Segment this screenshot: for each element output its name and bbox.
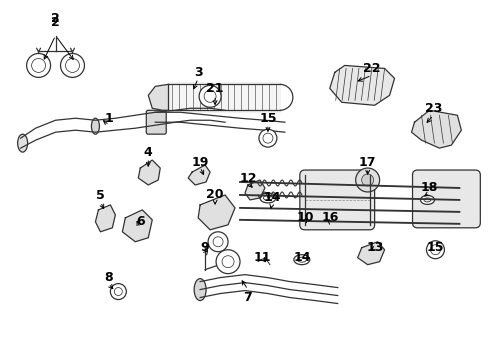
Polygon shape (122, 210, 152, 242)
Text: 4: 4 (143, 145, 152, 159)
Polygon shape (188, 165, 210, 185)
Ellipse shape (420, 195, 433, 204)
FancyBboxPatch shape (146, 110, 166, 134)
Text: 17: 17 (358, 156, 376, 168)
Ellipse shape (297, 257, 305, 262)
Text: 6: 6 (136, 215, 144, 228)
Polygon shape (138, 160, 160, 185)
Text: 13: 13 (366, 241, 384, 254)
Text: 22: 22 (362, 62, 380, 75)
Ellipse shape (18, 134, 27, 152)
Text: 2: 2 (51, 16, 60, 29)
Text: 12: 12 (239, 171, 256, 185)
Text: 11: 11 (253, 251, 270, 264)
Ellipse shape (91, 118, 99, 134)
Text: 7: 7 (243, 291, 252, 304)
FancyBboxPatch shape (299, 170, 374, 230)
Text: 21: 21 (206, 82, 224, 95)
Text: 9: 9 (201, 241, 209, 254)
Polygon shape (411, 110, 461, 148)
Text: 14: 14 (292, 251, 310, 264)
Polygon shape (329, 66, 394, 105)
Text: 8: 8 (104, 271, 112, 284)
Text: 10: 10 (295, 211, 313, 224)
Ellipse shape (263, 195, 272, 201)
Circle shape (361, 174, 373, 186)
Text: 18: 18 (420, 181, 437, 194)
Text: 23: 23 (424, 102, 441, 115)
Text: 5: 5 (96, 189, 104, 202)
Ellipse shape (293, 255, 309, 265)
Polygon shape (244, 180, 264, 200)
Polygon shape (357, 242, 384, 265)
Polygon shape (198, 195, 235, 230)
FancyBboxPatch shape (412, 170, 479, 228)
Circle shape (259, 129, 276, 147)
Text: 15: 15 (259, 112, 276, 125)
Text: 3: 3 (193, 66, 202, 79)
Circle shape (208, 232, 227, 252)
Circle shape (26, 54, 50, 77)
Text: 16: 16 (321, 211, 338, 224)
Circle shape (61, 54, 84, 77)
Text: 14: 14 (263, 192, 280, 204)
Text: 1: 1 (105, 112, 114, 125)
Circle shape (199, 85, 221, 107)
Circle shape (426, 241, 444, 259)
Circle shape (216, 250, 240, 274)
Circle shape (355, 168, 379, 192)
Ellipse shape (423, 198, 430, 202)
Text: 15: 15 (426, 241, 443, 254)
Text: 20: 20 (206, 188, 224, 202)
Text: 19: 19 (191, 156, 208, 168)
Polygon shape (148, 84, 168, 110)
Polygon shape (95, 205, 115, 232)
Text: 2: 2 (51, 12, 60, 25)
Ellipse shape (260, 193, 275, 203)
Circle shape (110, 284, 126, 300)
Ellipse shape (194, 279, 205, 301)
